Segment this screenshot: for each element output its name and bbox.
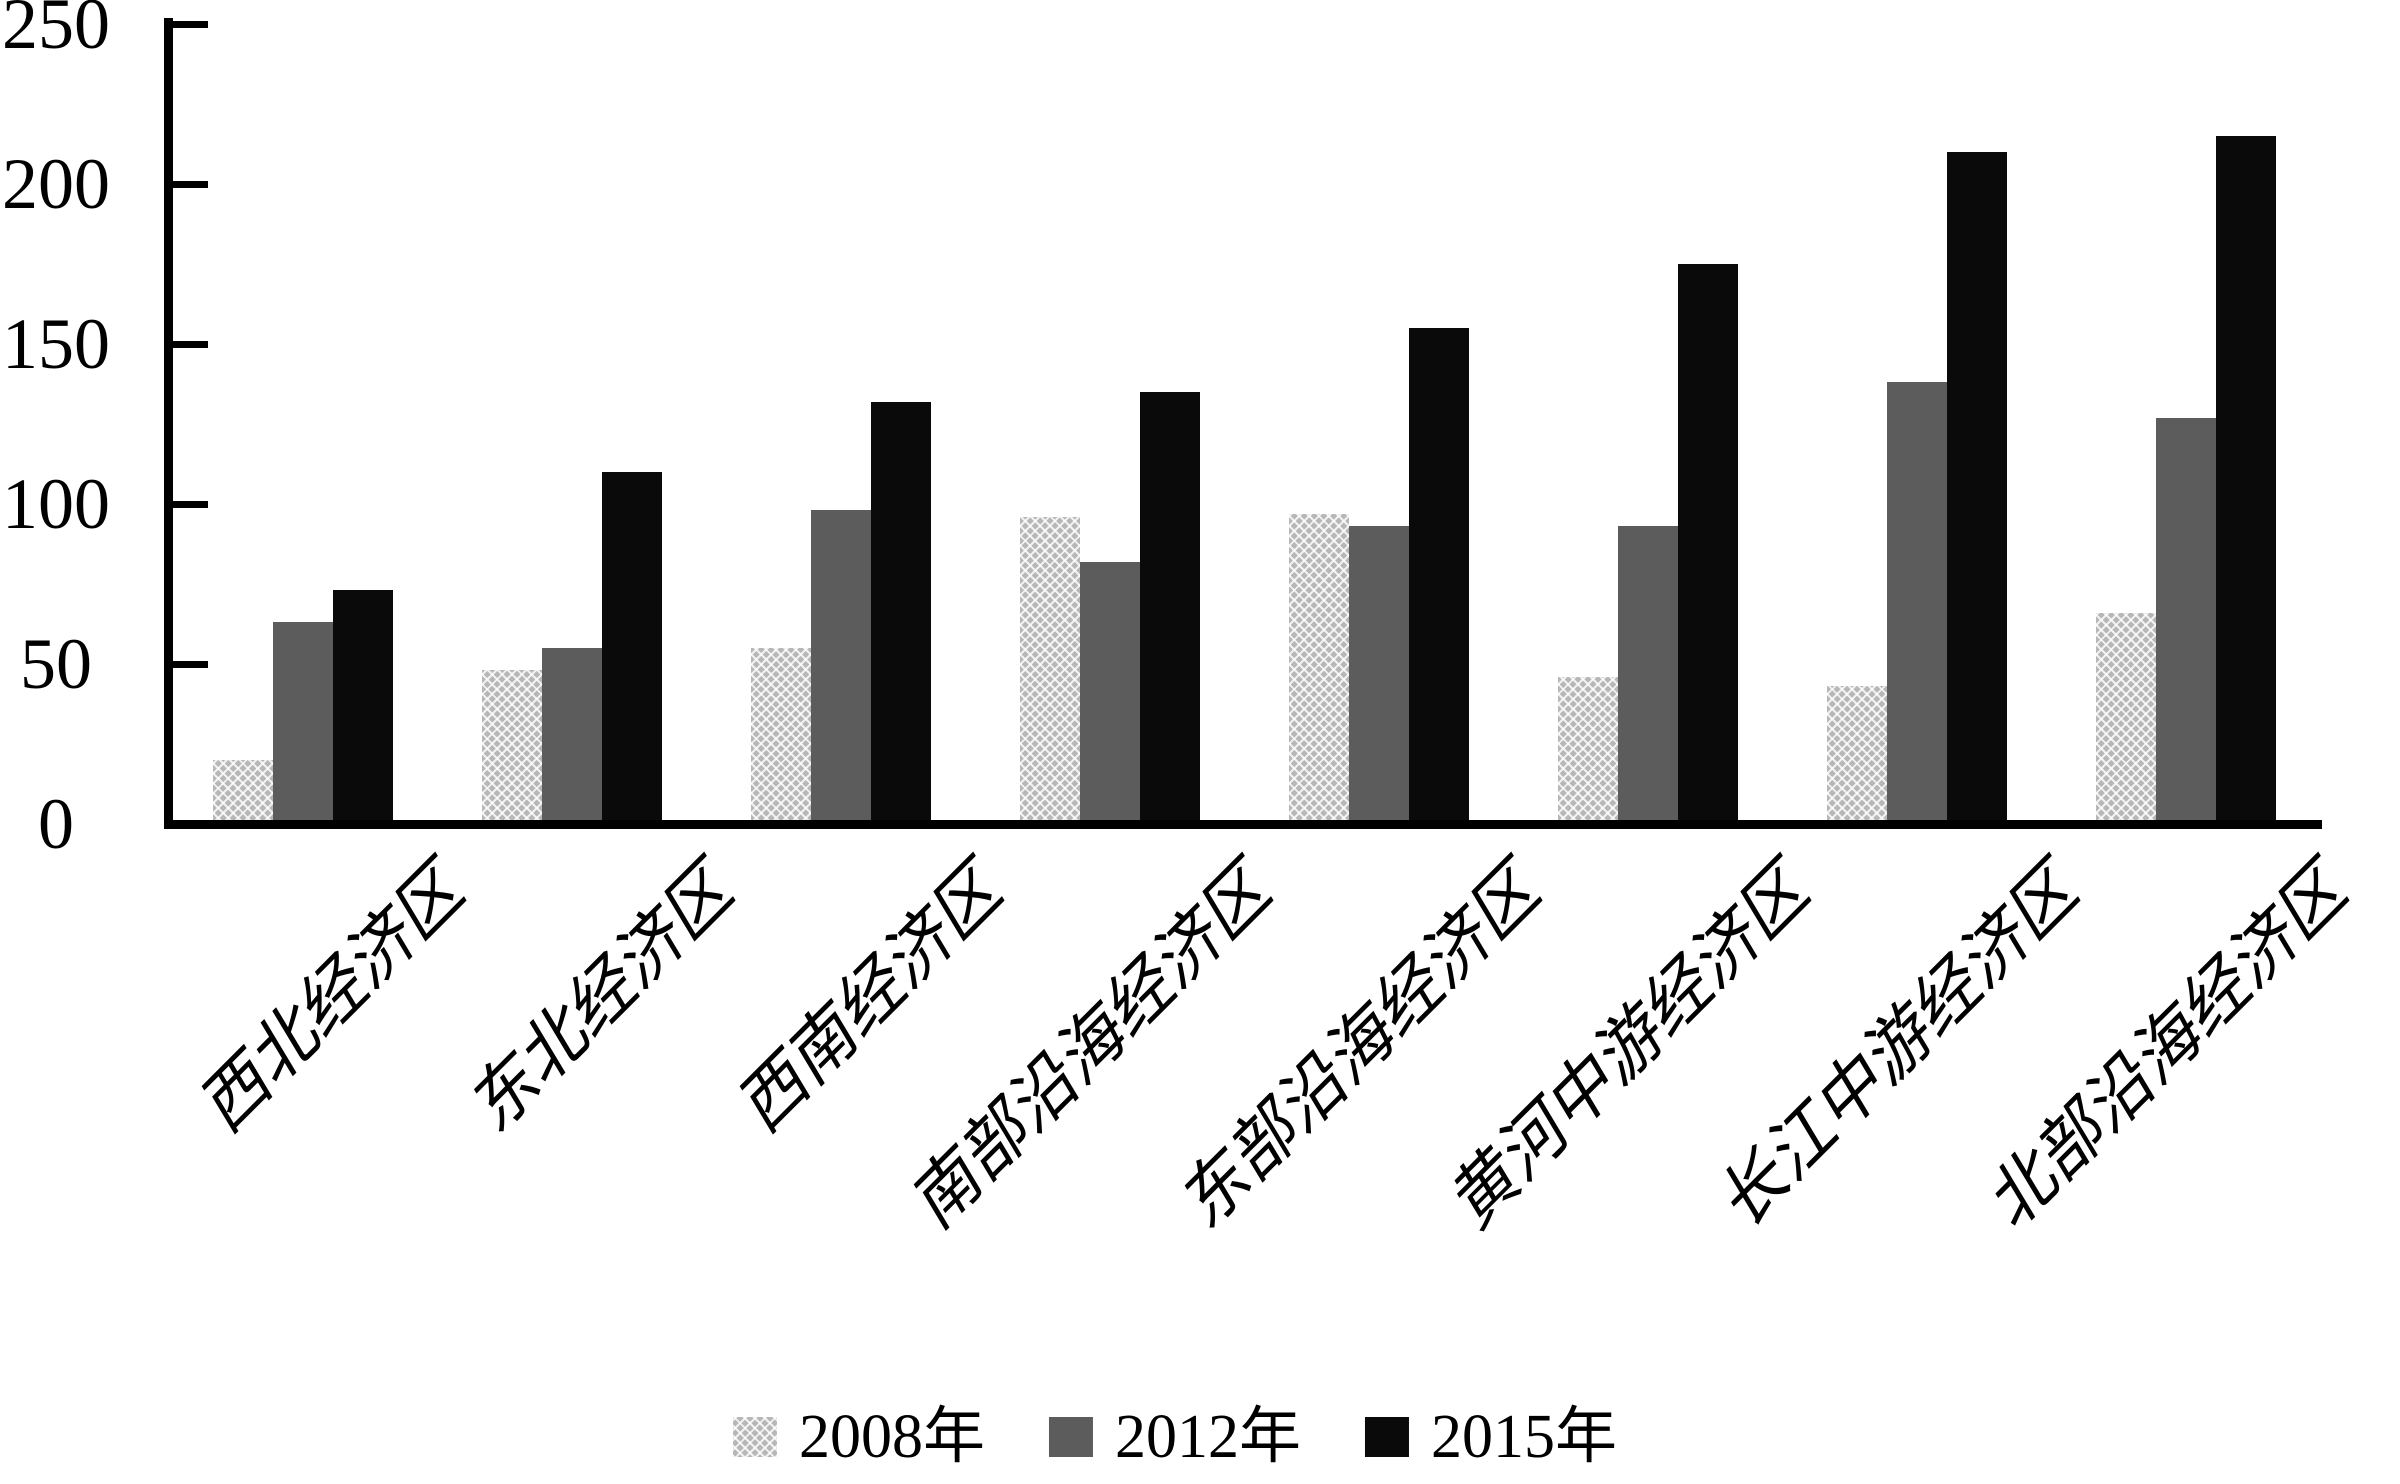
legend-item: 2012年 — [1048, 1402, 1302, 1472]
y-axis-tick-label: 0 — [38, 784, 74, 864]
bar — [541, 648, 602, 824]
bar — [870, 401, 931, 824]
bar — [1408, 328, 1469, 824]
bar — [2215, 136, 2276, 824]
x-axis-line — [164, 820, 2322, 829]
bar — [481, 670, 542, 824]
legend-label: 2008年 — [798, 1403, 985, 1471]
x-axis-category-label: 东北经济区 — [453, 852, 748, 1147]
bar — [1946, 152, 2007, 824]
bar — [1139, 392, 1200, 824]
bar — [332, 590, 393, 824]
y-axis-tick — [166, 660, 208, 668]
legend-swatch — [1365, 1417, 1410, 1457]
bar — [1079, 561, 1140, 824]
bar — [750, 648, 811, 824]
bar — [1617, 526, 1678, 824]
legend-label: 2012年 — [1114, 1403, 1302, 1471]
x-axis-category-label: 西北经济区 — [184, 852, 479, 1147]
bar — [1348, 526, 1409, 824]
bar — [212, 760, 273, 824]
bar — [2155, 417, 2216, 824]
legend: 2008年 2012年 2015年 — [732, 1402, 1617, 1472]
y-axis-tick-label: 200 — [2, 144, 110, 224]
bar — [1288, 513, 1349, 824]
legend-item: 2015年 — [1365, 1402, 1617, 1472]
bar — [1826, 686, 1887, 824]
y-axis-tick — [166, 340, 208, 348]
bar — [2095, 612, 2156, 824]
y-axis-tick — [166, 20, 208, 28]
legend-label: 2015年 — [1431, 1403, 1618, 1471]
legend-item: 2008年 — [732, 1402, 985, 1472]
bar — [601, 472, 662, 824]
y-axis-tick-label: 100 — [2, 464, 110, 544]
y-axis-tick-label: 50 — [20, 624, 92, 704]
bar — [1557, 676, 1618, 824]
y-axis-tick — [166, 500, 208, 508]
legend-swatch — [732, 1417, 777, 1457]
bar — [1886, 382, 1947, 824]
legend-swatch — [1048, 1417, 1093, 1457]
bar — [272, 622, 333, 824]
bar — [1677, 264, 1738, 824]
y-axis-tick-label: 250 — [2, 0, 110, 64]
y-axis-line — [164, 18, 173, 829]
bar — [810, 510, 871, 824]
y-axis-tick-label: 150 — [2, 304, 110, 384]
bar — [1019, 516, 1080, 824]
y-axis-tick — [166, 180, 208, 188]
x-axis-category-label: 西南经济区 — [722, 852, 1017, 1147]
